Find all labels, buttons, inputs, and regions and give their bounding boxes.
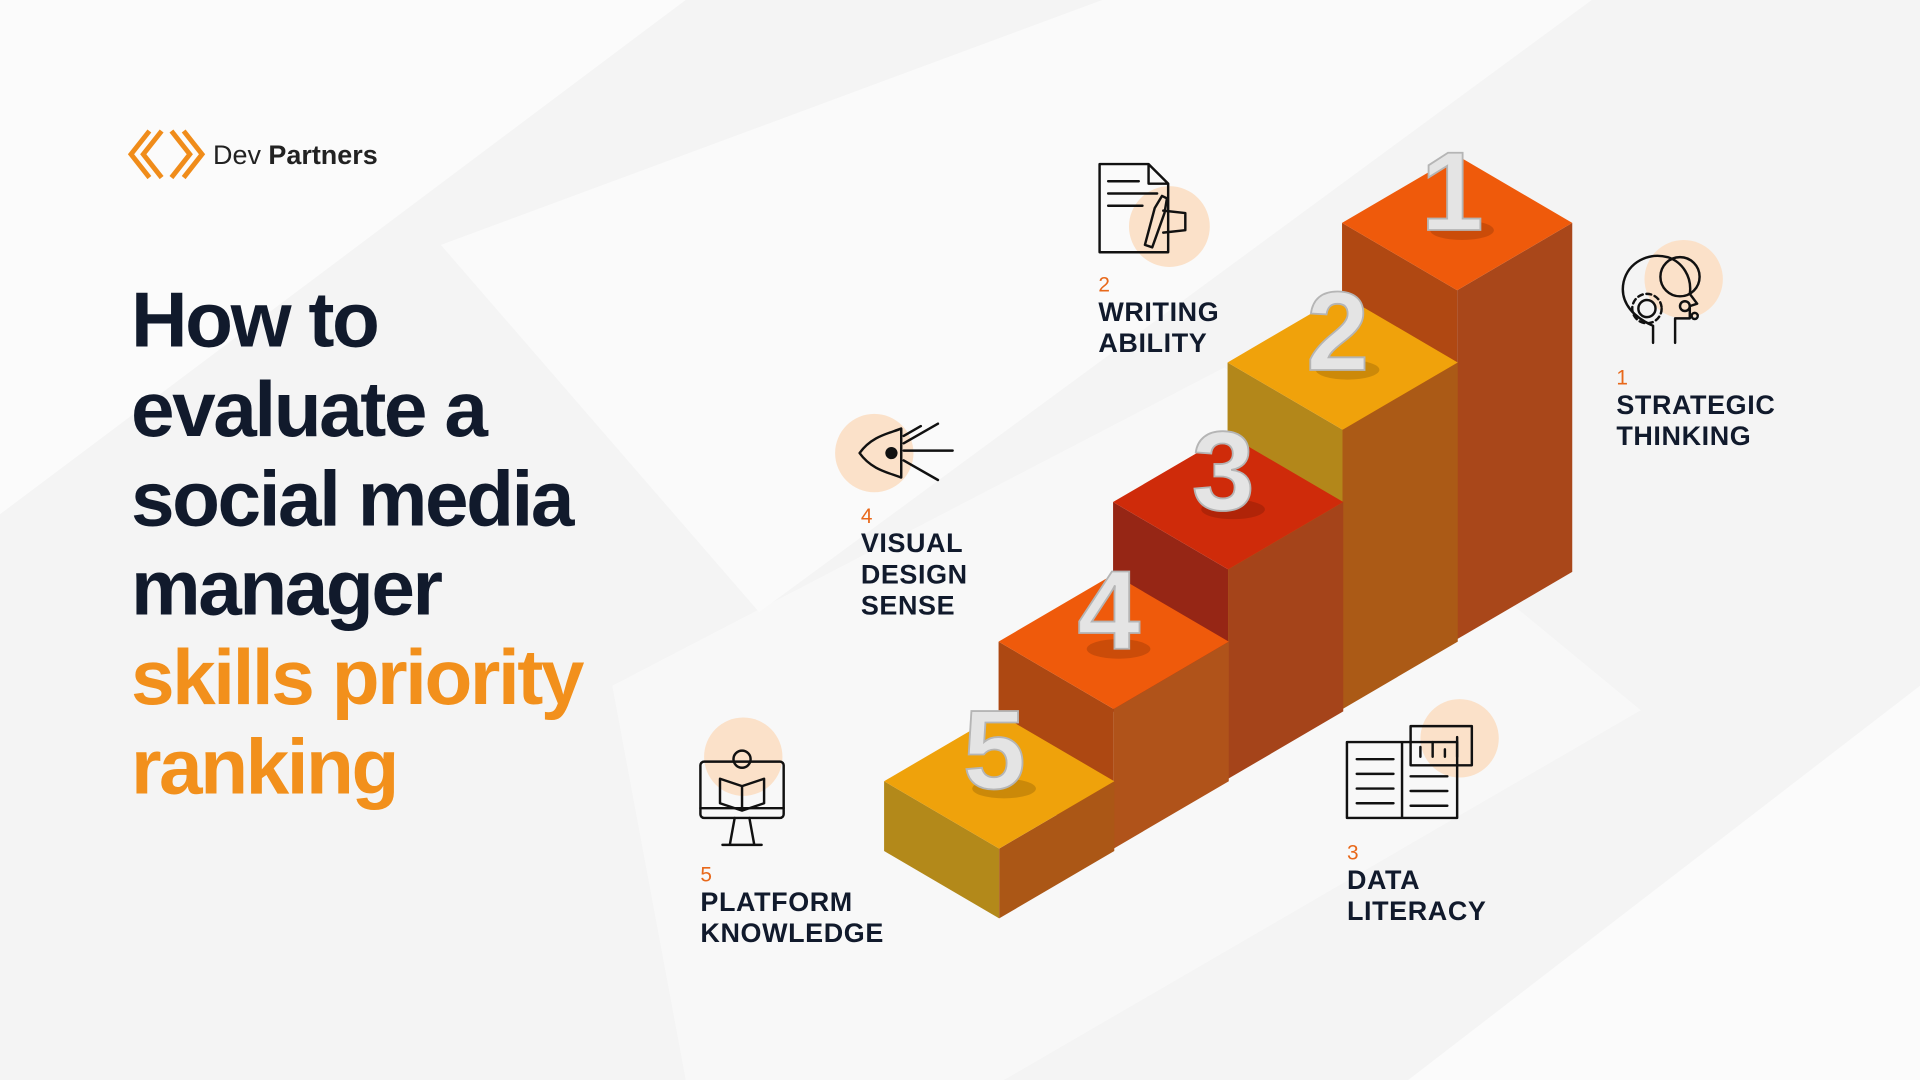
skill-rank: 3 xyxy=(1347,842,1359,865)
number-shadow xyxy=(1315,360,1380,380)
skill-name: KNOWLEDGE xyxy=(700,918,884,948)
icon-data xyxy=(1345,699,1499,820)
number-shadow xyxy=(1201,499,1265,520)
title-line: manager xyxy=(131,544,442,632)
step-number: 3 xyxy=(1192,407,1255,533)
title-line: evaluate a xyxy=(131,365,489,453)
skill-rank: 5 xyxy=(700,864,712,887)
logo: Dev Partners xyxy=(127,129,378,180)
number-shadow xyxy=(1086,639,1151,659)
skill-name: THINKING xyxy=(1616,421,1751,451)
step-number: 2 xyxy=(1306,268,1369,394)
step-top xyxy=(1342,155,1573,291)
step: 5 xyxy=(884,686,1115,919)
icon-writing xyxy=(1098,162,1210,267)
skill-rank: 2 xyxy=(1098,273,1110,296)
step-top xyxy=(1227,295,1458,430)
title-line: social media xyxy=(131,454,576,542)
title-highlight: ranking xyxy=(131,722,397,810)
step-left xyxy=(884,781,1000,919)
skill-name: PLATFORM xyxy=(700,887,852,917)
icon-platform xyxy=(699,717,785,847)
number-shadow xyxy=(972,778,1036,799)
skill-name: STRATEGIC xyxy=(1616,390,1775,420)
logo-light: Dev xyxy=(213,140,261,170)
step: 4 xyxy=(998,546,1229,849)
step: 2 xyxy=(1227,267,1458,709)
icon-strategic xyxy=(1621,240,1723,345)
icon-visual xyxy=(835,413,954,493)
logo-text: Dev Partners xyxy=(213,140,378,170)
logo-mark xyxy=(127,129,206,180)
skill-labels: 1STRATEGICTHINKING2WRITINGABILITY3DATALI… xyxy=(700,273,1775,948)
title-highlight: skills priority xyxy=(131,633,585,721)
step-right xyxy=(1457,222,1573,640)
step-right xyxy=(999,781,1115,919)
logo-bold: Partners xyxy=(268,140,377,170)
step: 3 xyxy=(1113,406,1344,779)
skill-rank: 1 xyxy=(1616,366,1628,389)
skill-name: SENSE xyxy=(861,591,955,621)
skill-name: DESIGN xyxy=(861,559,968,589)
skill-name: LITERACY xyxy=(1347,896,1487,926)
skill-name: ABILITY xyxy=(1098,328,1207,358)
step-right xyxy=(1228,502,1344,779)
step-right xyxy=(1342,362,1458,709)
skill-rank: 4 xyxy=(861,505,873,528)
icons xyxy=(699,162,1723,847)
step-top xyxy=(1113,434,1344,570)
step-number: 1 xyxy=(1421,128,1484,254)
step-number: 4 xyxy=(1077,547,1140,673)
title-line: How to xyxy=(131,276,377,364)
number-shadow xyxy=(1430,220,1494,240)
skill-name: VISUAL xyxy=(861,528,963,558)
step-number: 5 xyxy=(963,687,1026,813)
skill-name: DATA xyxy=(1347,865,1420,895)
step-right xyxy=(1113,641,1229,849)
step-top xyxy=(998,574,1229,709)
skill-name: WRITING xyxy=(1098,297,1219,327)
